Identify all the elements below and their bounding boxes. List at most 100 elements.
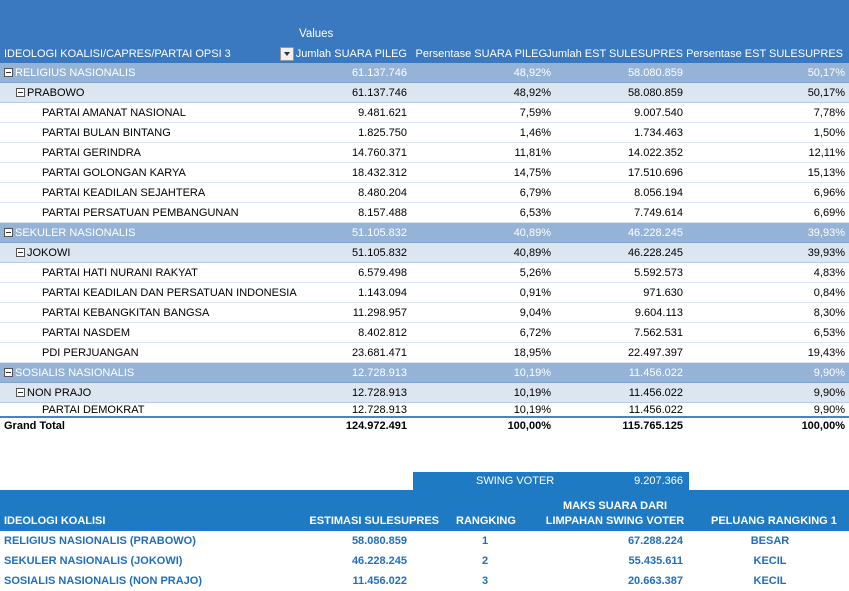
subgroup-row[interactable]: PRABOWO 61.137.746 48,92% 58.080.859 50,17% bbox=[0, 83, 849, 103]
summary-row: RELIGIUS NASIONALIS (PRABOWO) 58.080.859 1… bbox=[0, 531, 849, 551]
summary-cell-rank: 1 bbox=[481, 535, 489, 547]
row-label-text: SOSIALIS NASIONALIS bbox=[15, 367, 135, 379]
row-label-text: PARTAI BULAN BINTANG bbox=[42, 127, 171, 139]
collapse-toggle-icon[interactable] bbox=[16, 388, 25, 397]
table-row[interactable]: PARTAI NASDEM 8.402.812 6,72% 7.562.531 6,53… bbox=[0, 323, 849, 343]
subgroup-row[interactable]: JOKOWI 51.105.832 40,89% 46.228.245 39,93% bbox=[0, 243, 849, 263]
summary-cell-peluang: BESAR bbox=[750, 535, 790, 547]
row-label: RELIGIUS NASIONALIS bbox=[4, 63, 135, 83]
row-label: PARTAI PERSATUAN PEMBANGUNAN bbox=[42, 203, 239, 223]
group-row[interactable]: RELIGIUS NASIONALIS 61.137.746 48,92% 58.08… bbox=[0, 63, 849, 83]
cell-v3: 46.228.245 bbox=[627, 247, 683, 259]
col-header-persentase-est-sulesupres[interactable]: Persentase EST SULESUPRES bbox=[686, 48, 843, 60]
row-label: NON PRAJO bbox=[16, 383, 91, 403]
row-label-text: PRABOWO bbox=[27, 87, 85, 99]
cell-v2: 7,59% bbox=[519, 107, 551, 119]
cell-v2: 11,81% bbox=[514, 147, 552, 159]
summary-cell-name: SOSIALIS NASIONALIS (NON PRAJO) bbox=[4, 575, 203, 587]
summary-cell-maks: 67.288.224 bbox=[627, 535, 683, 547]
summary-header: IDEOLOGI KOALISI ESTIMASI SULESUPRES RAN… bbox=[0, 490, 849, 531]
summary-cell-estimasi: 11.456.022 bbox=[352, 575, 407, 587]
cell-v4: 39,93% bbox=[807, 227, 845, 239]
cell-v4: 12,11% bbox=[808, 147, 846, 159]
cell-v4: 1,50% bbox=[813, 127, 845, 139]
filter-dropdown-icon[interactable] bbox=[280, 47, 294, 61]
cell-v3: 7.749.614 bbox=[634, 207, 683, 219]
cell-v1: 51.105.832 bbox=[351, 227, 407, 239]
pivot-body: RELIGIUS NASIONALIS 61.137.746 48,92% 58.08… bbox=[0, 63, 849, 418]
cell-v1: 1.825.750 bbox=[358, 127, 407, 139]
cell-v1: 23.681.471 bbox=[351, 347, 407, 359]
cell-v3: 11.456.022 bbox=[628, 404, 683, 416]
table-row[interactable]: PDI PERJUANGAN 23.681.471 18,95% 22.497.397… bbox=[0, 343, 849, 363]
cell-v4: 8,30% bbox=[813, 307, 845, 319]
cell-v3: 7.562.531 bbox=[634, 327, 683, 339]
cell-v1: 51.105.832 bbox=[351, 247, 407, 259]
collapse-toggle-icon[interactable] bbox=[4, 228, 13, 237]
cell-v3: 11.456.022 bbox=[628, 367, 683, 379]
cell-v2: 6,72% bbox=[519, 327, 551, 339]
row-label-text: PARTAI NASDEM bbox=[42, 327, 131, 339]
row-label: PARTAI KEADILAN DAN PERSATUAN INDONESIA bbox=[42, 283, 297, 303]
cell-v4: 50,17% bbox=[807, 67, 845, 79]
table-row[interactable]: PARTAI GERINDRA 14.760.371 11,81% 14.022.35… bbox=[0, 143, 849, 163]
table-row[interactable]: PARTAI BULAN BINTANG 1.825.750 1,46% 1.734.… bbox=[0, 123, 849, 143]
cell-v4: 4,83% bbox=[813, 267, 845, 279]
col-header-jumlah-suara-pileg[interactable]: Jumlah SUARA PILEG bbox=[295, 48, 407, 60]
cell-v1: 8.480.204 bbox=[358, 187, 407, 199]
summary-row: SEKULER NASIONALIS (JOKOWI) 46.228.245 2 55… bbox=[0, 551, 849, 571]
table-row[interactable]: PARTAI KEADILAN SEJAHTERA 8.480.204 6,79% 8… bbox=[0, 183, 849, 203]
cell-v1: 61.137.746 bbox=[351, 87, 407, 99]
row-label: PDI PERJUANGAN bbox=[42, 343, 139, 363]
swing-voter-value[interactable]: 9.207.366 bbox=[634, 475, 683, 487]
summary-header-ideologi: IDEOLOGI KOALISI bbox=[4, 515, 106, 527]
summary-body: RELIGIUS NASIONALIS (PRABOWO) 58.080.859 1… bbox=[0, 531, 849, 591]
collapse-toggle-icon[interactable] bbox=[4, 68, 13, 77]
table-row[interactable]: PARTAI KEADILAN DAN PERSATUAN INDONESIA 1… bbox=[0, 283, 849, 303]
collapse-toggle-icon[interactable] bbox=[16, 88, 25, 97]
row-label: PARTAI DEMOKRAT bbox=[42, 403, 144, 418]
cell-v1: 9.481.621 bbox=[358, 107, 407, 119]
summary-cell-maks: 55.435.611 bbox=[628, 555, 683, 567]
cell-v3: 22.497.397 bbox=[627, 347, 683, 359]
values-label: Values bbox=[299, 28, 334, 40]
row-label: PARTAI AMANAT NASIONAL bbox=[42, 103, 186, 123]
row-label: PRABOWO bbox=[16, 83, 84, 103]
collapse-toggle-icon[interactable] bbox=[16, 248, 25, 257]
cell-v2: 0,91% bbox=[519, 287, 551, 299]
cell-v1: 12.728.913 bbox=[351, 367, 407, 379]
cell-v2: 14,75% bbox=[513, 167, 551, 179]
table-row[interactable]: PARTAI AMANAT NASIONAL 9.481.621 7,59% 9.00… bbox=[0, 103, 849, 123]
col-header-persentase-suara-pileg[interactable]: Persentase SUARA PILEG bbox=[415, 48, 547, 60]
summary-cell-rank: 3 bbox=[481, 575, 489, 587]
collapse-toggle-icon[interactable] bbox=[4, 368, 13, 377]
row-label-text: PARTAI GOLONGAN KARYA bbox=[42, 167, 186, 179]
cell-v1: 12.728.913 bbox=[351, 387, 407, 399]
cell-v1: 12.728.913 bbox=[351, 404, 407, 416]
cell-v1: 6.579.498 bbox=[358, 267, 407, 279]
summary-table: IDEOLOGI KOALISI ESTIMASI SULESUPRES RAN… bbox=[0, 490, 849, 591]
cell-v4: 9,90% bbox=[813, 387, 845, 399]
cell-v3: 58.080.859 bbox=[627, 67, 683, 79]
grand-total-v2: 100,00% bbox=[507, 420, 551, 432]
cell-v2: 9,04% bbox=[519, 307, 551, 319]
table-row[interactable]: PARTAI GOLONGAN KARYA 18.432.312 14,75% 17.… bbox=[0, 163, 849, 183]
grand-total-v4: 100,00% bbox=[801, 420, 845, 432]
table-row[interactable]: PARTAI KEBANGKITAN BANGSA 11.298.957 9,04%… bbox=[0, 303, 849, 323]
cell-v3: 9.604.113 bbox=[634, 307, 683, 319]
cell-v2: 5,26% bbox=[519, 267, 551, 279]
cell-v2: 48,92% bbox=[513, 87, 551, 99]
col-header-jumlah-est-sulesupres[interactable]: Jumlah EST SULESUPRES bbox=[546, 48, 683, 60]
row-label-text: PARTAI GERINDRA bbox=[42, 147, 142, 159]
cell-v4: 0,84% bbox=[813, 287, 845, 299]
group-row[interactable]: SEKULER NASIONALIS 51.105.832 40,89% 46.228… bbox=[0, 223, 849, 243]
group-row[interactable]: SOSIALIS NASIONALIS 12.728.913 10,19% 11.45… bbox=[0, 363, 849, 383]
cell-v3: 5.592.573 bbox=[634, 267, 683, 279]
table-row[interactable]: PARTAI DEMOKRAT 12.728.913 10,19% 11.456.02… bbox=[0, 403, 849, 418]
table-row[interactable]: PARTAI PERSATUAN PEMBANGUNAN 8.157.488 6,5… bbox=[0, 203, 849, 223]
row-field-header[interactable]: IDEOLOGI KOALISI/CAPRES/PARTAI OPSI 3 bbox=[4, 48, 231, 60]
table-row[interactable]: PARTAI HATI NURANI RAKYAT 6.579.498 5,26% 5… bbox=[0, 263, 849, 283]
row-label: SOSIALIS NASIONALIS bbox=[4, 363, 134, 383]
cell-v2: 10,19% bbox=[513, 404, 551, 416]
subgroup-row[interactable]: NON PRAJO 12.728.913 10,19% 11.456.022 9,90% bbox=[0, 383, 849, 403]
